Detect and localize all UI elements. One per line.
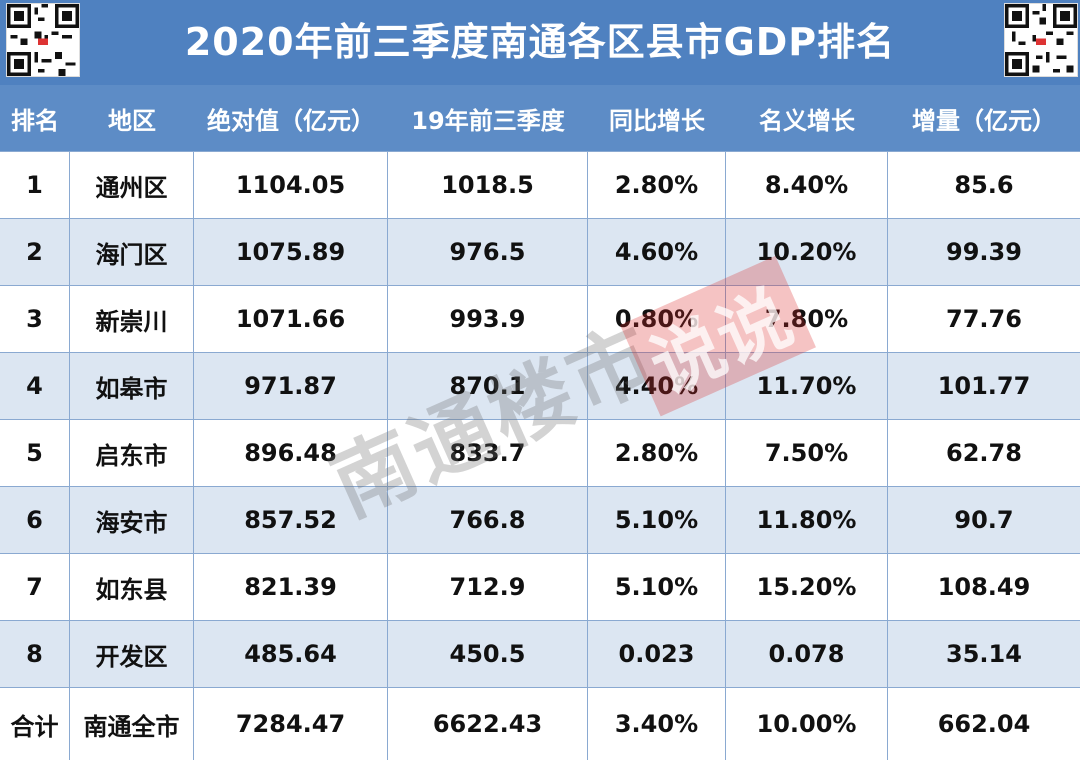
table-cell: 971.87 (194, 353, 388, 419)
table-cell: 7 (0, 554, 70, 620)
table-row: 1 通州区 1104.05 1018.5 2.80% 8.40% 85.6 (0, 151, 1080, 218)
table-cell: 1 (0, 152, 70, 218)
table-cell: 5.10% (588, 554, 726, 620)
table-cell: 4.60% (588, 219, 726, 285)
table-cell: 开发区 (70, 621, 194, 687)
table-cell: 976.5 (388, 219, 588, 285)
table-row: 8 开发区 485.64 450.5 0.023 0.078 35.14 (0, 620, 1080, 687)
table-cell: 如东县 (70, 554, 194, 620)
table-cell: 77.76 (946, 305, 1022, 333)
table-cell: 15.20% (726, 554, 888, 620)
table-cell: 450.5 (388, 621, 588, 687)
table-cell: 2.80% (588, 420, 726, 486)
table-cell: 833.7 (388, 420, 588, 486)
qr-code-right-icon (1004, 3, 1078, 77)
table-cell: 993.9 (388, 286, 588, 352)
table-cell: 启东市 (70, 420, 194, 486)
table-cell: 2.80% (588, 152, 726, 218)
table-cell: 0.80% (588, 286, 726, 352)
table-cell: 35.14 (946, 640, 1022, 668)
header-cell: 增量（亿元） (912, 106, 1056, 135)
table-row: 7 如东县 821.39 712.9 5.10% 15.20% 108.49 (0, 553, 1080, 620)
table-cell: 1071.66 (194, 286, 388, 352)
table-row: 2 海门区 1075.89 976.5 4.60% 10.20% 99.39 (0, 218, 1080, 285)
table-cell: 3 (0, 286, 70, 352)
table-cell: 1018.5 (388, 152, 588, 218)
table-cell: 1104.05 (194, 152, 388, 218)
table-cell: 821.39 (194, 554, 388, 620)
table-cell: 10.20% (726, 219, 888, 285)
table-cell: 662.04 (937, 710, 1031, 738)
table-header-row: 排名 地区 绝对值（亿元） 19年前三季度 同比增长 名义增长 增量（亿元） (0, 85, 1080, 151)
table-cell: 2 (0, 219, 70, 285)
table-row: 3 新崇川 1071.66 993.9 0.80% 7.80% 77.76 (0, 285, 1080, 352)
table-cell: 南通全市 (70, 688, 194, 760)
table-cell: 99.39 (946, 238, 1022, 266)
header-cell: 同比增长 (609, 106, 705, 135)
header-cell: 名义增长 (759, 106, 855, 135)
table-cell: 62.78 (946, 439, 1022, 467)
header-cell: 绝对值（亿元） (207, 106, 375, 135)
table-cell: 108.49 (937, 573, 1031, 601)
table-cell: 11.80% (726, 487, 888, 553)
table-cell: 896.48 (194, 420, 388, 486)
table-cell: 4 (0, 353, 70, 419)
table-cell: 合计 (0, 688, 70, 760)
table-cell: 7.50% (726, 420, 888, 486)
table-cell: 101.77 (937, 372, 1031, 400)
table-cell: 5.10% (588, 487, 726, 553)
header-cell: 排名 (11, 106, 59, 135)
table-cell: 766.8 (388, 487, 588, 553)
header-cell: 19年前三季度 (411, 106, 565, 135)
table-cell: 1075.89 (194, 219, 388, 285)
table-cell: 485.64 (194, 621, 388, 687)
table-cell: 90.7 (954, 506, 1014, 534)
table-total-row: 合计 南通全市 7284.47 6622.43 3.40% 10.00% 662… (0, 687, 1080, 760)
table-cell: 11.70% (726, 353, 888, 419)
table-cell: 海安市 (70, 487, 194, 553)
header-cell: 地区 (108, 106, 156, 135)
table-cell: 7284.47 (194, 688, 388, 760)
table-cell: 857.52 (194, 487, 388, 553)
table-cell: 85.6 (954, 171, 1014, 199)
title-bar (0, 0, 1080, 85)
table-cell: 8 (0, 621, 70, 687)
table-cell: 新崇川 (70, 286, 194, 352)
page-title: 2020年前三季度南通各区县市GDP排名 (184, 20, 896, 64)
table-cell: 4.40% (588, 353, 726, 419)
table-cell: 通州区 (70, 152, 194, 218)
qr-code-left-icon (6, 3, 80, 77)
table-cell: 0.078 (726, 621, 888, 687)
table-cell: 870.1 (388, 353, 588, 419)
table-cell: 10.00% (726, 688, 888, 760)
table-cell: 5 (0, 420, 70, 486)
table-row: 5 启东市 896.48 833.7 2.80% 7.50% 62.78 (0, 419, 1080, 486)
table-row: 6 海安市 857.52 766.8 5.10% 11.80% 90.7 (0, 486, 1080, 553)
table-row: 4 如皋市 971.87 870.1 4.40% 11.70% 101.77 (0, 352, 1080, 419)
table-cell: 0.023 (588, 621, 726, 687)
table-cell: 712.9 (388, 554, 588, 620)
table-cell: 如皋市 (70, 353, 194, 419)
table-cell: 3.40% (588, 688, 726, 760)
table-cell: 6622.43 (388, 688, 588, 760)
table-cell: 7.80% (726, 286, 888, 352)
table-cell: 海门区 (70, 219, 194, 285)
table-cell: 8.40% (726, 152, 888, 218)
table-cell: 6 (0, 487, 70, 553)
